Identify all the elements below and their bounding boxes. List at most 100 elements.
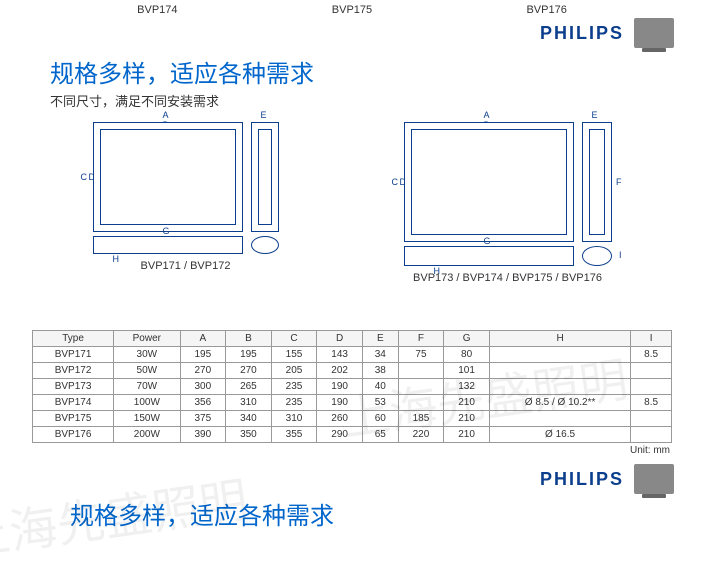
unit-note: Unit: mm <box>0 445 704 456</box>
model-label: BVP176 <box>526 4 566 16</box>
table-cell: 143 <box>317 347 363 363</box>
table-cell: 80 <box>444 347 490 363</box>
dim-label: C <box>392 177 399 187</box>
dim-label: A <box>484 110 490 120</box>
table-header-cell: E <box>362 331 398 347</box>
table-header-cell: H <box>489 331 630 347</box>
table-cell: 40 <box>362 379 398 395</box>
table-cell: 8.5 <box>631 347 672 363</box>
table-cell: 190 <box>317 395 363 411</box>
table-cell: 190 <box>317 379 363 395</box>
model-label: BVP175 <box>332 4 372 16</box>
tech-drawing-side <box>251 122 279 232</box>
page-headline: 规格多样，适应各种需求 <box>0 48 704 91</box>
dim-label: E <box>592 110 598 120</box>
table-cell: 210 <box>444 427 490 443</box>
table-cell: 185 <box>398 411 444 427</box>
table-row: BVP176200W39035035529065220210Ø 16.5 <box>33 427 672 443</box>
table-cell: 210 <box>444 411 490 427</box>
page-subhead: 不同尺寸，满足不同安装需求 <box>0 91 704 116</box>
table-row: BVP174100W35631023519053210Ø 8.5 / Ø 10.… <box>33 395 672 411</box>
table-cell: 265 <box>226 379 272 395</box>
dim-label: G <box>163 226 170 236</box>
table-cell: 235 <box>271 379 317 395</box>
table-cell: 270 <box>180 363 226 379</box>
table-header-cell: F <box>398 331 444 347</box>
diagram-caption: BVP173 / BVP174 / BVP175 / BVP176 <box>413 272 602 284</box>
table-cell: 350 <box>226 427 272 443</box>
table-cell <box>489 379 630 395</box>
table-header-cell: C <box>271 331 317 347</box>
tech-drawing-top <box>93 236 243 254</box>
table-row: BVP17250W27027020520238101 <box>33 363 672 379</box>
diagram-left: A B C D E G H BVP171 / BVP172 <box>93 122 279 322</box>
table-cell: 8.5 <box>631 395 672 411</box>
table-cell: 155 <box>271 347 317 363</box>
tech-drawing-end <box>582 246 612 266</box>
spec-table: TypePowerABCDEFGHI BVP17130W195195155143… <box>32 330 672 443</box>
diagram-right: A B C D E F G H I BVP173 / BVP17 <box>404 122 612 322</box>
dim-label: G <box>484 236 491 246</box>
table-header-cell: Power <box>114 331 180 347</box>
tech-drawing-end <box>251 236 279 254</box>
table-header-cell: Type <box>33 331 114 347</box>
dim-label: C <box>81 172 88 182</box>
product-thumb-icon <box>634 18 674 48</box>
table-cell: 210 <box>444 395 490 411</box>
table-cell: 53 <box>362 395 398 411</box>
table-cell: 260 <box>317 411 363 427</box>
tech-drawing-front <box>93 122 243 232</box>
brand-row-top: PHILIPS <box>0 18 704 48</box>
table-cell <box>398 379 444 395</box>
table-cell: 50W <box>114 363 180 379</box>
table-header-cell: B <box>226 331 272 347</box>
table-cell <box>398 395 444 411</box>
tech-drawing-side <box>582 122 612 242</box>
table-header-row: TypePowerABCDEFGHI <box>33 331 672 347</box>
table-cell <box>631 363 672 379</box>
table-cell <box>489 411 630 427</box>
table-header-cell: D <box>317 331 363 347</box>
table-cell: 38 <box>362 363 398 379</box>
table-cell: 235 <box>271 395 317 411</box>
table-cell: 30W <box>114 347 180 363</box>
table-cell: BVP172 <box>33 363 114 379</box>
tech-drawing-top <box>404 246 574 266</box>
table-cell: 290 <box>317 427 363 443</box>
table-cell: 300 <box>180 379 226 395</box>
table-cell: 375 <box>180 411 226 427</box>
table-cell: BVP175 <box>33 411 114 427</box>
table-cell: 150W <box>114 411 180 427</box>
table-cell: 310 <box>271 411 317 427</box>
table-cell: 205 <box>271 363 317 379</box>
brand-row-bottom: PHILIPS <box>0 456 704 494</box>
dim-label: E <box>261 110 267 120</box>
table-cell: 202 <box>317 363 363 379</box>
table-header-cell: G <box>444 331 490 347</box>
product-thumb-icon <box>634 464 674 494</box>
table-cell: 34 <box>362 347 398 363</box>
table-header-cell: I <box>631 331 672 347</box>
tech-drawing-front <box>404 122 574 242</box>
top-model-labels: BVP174 BVP175 BVP176 <box>0 0 704 18</box>
table-row: BVP17370W30026523519040 132 <box>33 379 672 395</box>
table-cell <box>489 347 630 363</box>
dim-label: I <box>619 250 622 260</box>
table-cell: BVP173 <box>33 379 114 395</box>
table-cell: 70W <box>114 379 180 395</box>
table-cell: 340 <box>226 411 272 427</box>
table-cell: 356 <box>180 395 226 411</box>
table-cell: 195 <box>226 347 272 363</box>
table-cell: 60 <box>362 411 398 427</box>
table-cell <box>489 363 630 379</box>
table-cell: 220 <box>398 427 444 443</box>
dim-label: H <box>434 266 441 276</box>
table-cell: 200W <box>114 427 180 443</box>
table-cell: 132 <box>444 379 490 395</box>
table-cell: BVP171 <box>33 347 114 363</box>
dim-label: A <box>163 110 169 120</box>
table-cell: Ø 8.5 / Ø 10.2** <box>489 395 630 411</box>
footer-headline: 规格多样，适应各种需求 <box>0 494 704 533</box>
table-cell: 355 <box>271 427 317 443</box>
table-cell <box>631 411 672 427</box>
